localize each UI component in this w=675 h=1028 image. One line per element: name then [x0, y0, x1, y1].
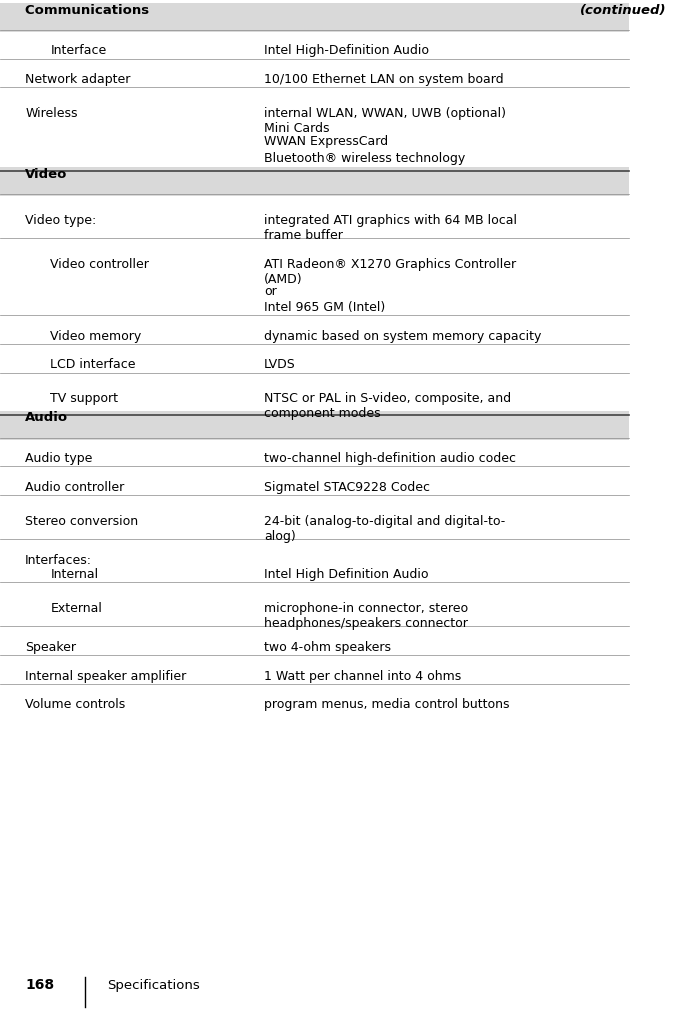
Text: ATI Radeon® X1270 Graphics Controller
(AMD): ATI Radeon® X1270 Graphics Controller (A… — [264, 258, 516, 286]
Text: Specifications: Specifications — [107, 979, 200, 992]
Text: Volume controls: Volume controls — [25, 698, 126, 711]
Text: WWAN ExpressCard: WWAN ExpressCard — [264, 135, 388, 148]
Text: Video: Video — [25, 168, 68, 181]
Text: (continued): (continued) — [580, 3, 667, 16]
Text: Internal speaker amplifier: Internal speaker amplifier — [25, 669, 186, 683]
Text: Speaker: Speaker — [25, 640, 76, 654]
Text: LVDS: LVDS — [264, 359, 296, 371]
Text: Network adapter: Network adapter — [25, 73, 130, 86]
Text: internal WLAN, WWAN, UWB (optional)
Mini Cards: internal WLAN, WWAN, UWB (optional) Mini… — [264, 107, 506, 135]
Text: Video type:: Video type: — [25, 214, 97, 227]
Text: External: External — [50, 601, 102, 615]
Text: microphone-in connector, stereo
headphones/speakers connector: microphone-in connector, stereo headphon… — [264, 601, 468, 630]
Text: or: or — [264, 285, 277, 297]
Text: Bluetooth® wireless technology: Bluetooth® wireless technology — [264, 152, 465, 166]
Text: program menus, media control buttons: program menus, media control buttons — [264, 698, 510, 711]
FancyBboxPatch shape — [0, 168, 628, 196]
Text: integrated ATI graphics with 64 MB local
frame buffer: integrated ATI graphics with 64 MB local… — [264, 214, 517, 242]
Text: two-channel high-definition audio codec: two-channel high-definition audio codec — [264, 452, 516, 465]
Text: Video memory: Video memory — [50, 330, 142, 342]
Text: NTSC or PAL in S-video, composite, and
component modes: NTSC or PAL in S-video, composite, and c… — [264, 393, 511, 420]
Text: Internal: Internal — [50, 567, 99, 581]
Text: Interfaces:: Interfaces: — [25, 554, 92, 566]
Text: 24-bit (analog-to-digital and digital-to-
alog): 24-bit (analog-to-digital and digital-to… — [264, 515, 505, 543]
Text: Audio controller: Audio controller — [25, 481, 124, 493]
Text: dynamic based on system memory capacity: dynamic based on system memory capacity — [264, 330, 541, 342]
Text: 1 Watt per channel into 4 ohms: 1 Watt per channel into 4 ohms — [264, 669, 461, 683]
Text: Audio type: Audio type — [25, 452, 92, 465]
Text: Intel High-Definition Audio: Intel High-Definition Audio — [264, 44, 429, 58]
Text: Intel 965 GM (Intel): Intel 965 GM (Intel) — [264, 301, 385, 314]
Text: Sigmatel STAC9228 Codec: Sigmatel STAC9228 Codec — [264, 481, 430, 493]
Text: LCD interface: LCD interface — [50, 359, 136, 371]
Text: Communications: Communications — [25, 3, 154, 16]
Text: Video controller: Video controller — [50, 258, 149, 270]
FancyBboxPatch shape — [0, 3, 628, 32]
Text: Stereo conversion: Stereo conversion — [25, 515, 138, 527]
Text: 10/100 Ethernet LAN on system board: 10/100 Ethernet LAN on system board — [264, 73, 504, 86]
Text: two 4-ohm speakers: two 4-ohm speakers — [264, 640, 391, 654]
Text: Intel High Definition Audio: Intel High Definition Audio — [264, 567, 429, 581]
Text: TV support: TV support — [50, 393, 118, 405]
Text: Interface: Interface — [50, 44, 107, 58]
Text: Audio: Audio — [25, 411, 68, 425]
Text: Wireless: Wireless — [25, 107, 78, 120]
FancyBboxPatch shape — [0, 411, 628, 440]
Text: 168: 168 — [25, 978, 54, 992]
